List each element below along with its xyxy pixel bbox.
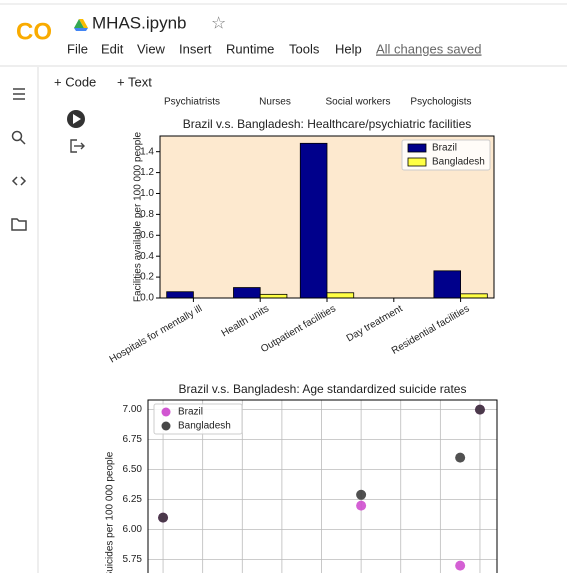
y-tick-label: 0.8 <box>140 209 154 220</box>
legend-marker <box>161 407 171 417</box>
menu-item[interactable]: Edit <box>101 41 124 56</box>
add-code-button[interactable]: + Code <box>54 74 96 89</box>
menu-item[interactable]: Runtime <box>226 41 274 56</box>
legend-swatch <box>407 157 427 167</box>
output-label: Psychiatrists <box>164 97 220 108</box>
point <box>455 452 466 463</box>
point <box>356 489 367 500</box>
menu-item[interactable]: Insert <box>179 41 212 56</box>
menu-item[interactable]: View <box>137 41 166 56</box>
output-label: Social workers <box>325 97 390 108</box>
save-status[interactable]: All changes saved <box>376 41 482 56</box>
legend-swatch <box>407 143 427 153</box>
header-bg <box>0 0 567 97</box>
point <box>455 560 466 571</box>
y-axis-label: Facilities available per 100 000 people <box>133 132 144 303</box>
code-icon[interactable] <box>11 176 27 186</box>
star-icon[interactable]: ☆ <box>211 13 226 32</box>
chart-title: Brazil v.s. Bangladesh: Age standardized… <box>179 382 467 396</box>
run-button[interactable] <box>67 110 85 128</box>
y-tick-label: 6.50 <box>123 464 143 475</box>
y-tick-label: 1.2 <box>140 167 154 178</box>
bar <box>233 287 261 299</box>
bar <box>326 292 355 299</box>
x-tick-label: Day treatment <box>345 303 405 344</box>
menu-item[interactable]: File <box>67 41 88 56</box>
y-tick-label: 5.75 <box>123 554 143 565</box>
y-axis-label: Suicides per 100 000 people <box>105 451 116 573</box>
toc-icon[interactable] <box>13 88 25 100</box>
y-tick-label: 6.75 <box>123 434 143 445</box>
sidebar <box>0 67 38 573</box>
x-tick-label: Health units <box>220 303 271 339</box>
point <box>474 404 485 415</box>
bar <box>433 270 462 299</box>
plot-frame <box>147 399 498 573</box>
y-tick-label: 0.4 <box>140 251 154 262</box>
folder-icon[interactable] <box>11 218 27 231</box>
x-tick-label: Outpatient facilities <box>259 303 338 355</box>
x-tick-label: Hospitals for mentally ill <box>108 303 204 365</box>
legend-label: Brazil <box>432 143 457 154</box>
y-tick-label: 6.25 <box>123 494 143 505</box>
legend-label: Brazil <box>178 407 203 418</box>
menu-item[interactable]: Tools <box>289 41 320 56</box>
legend-label: Bangladesh <box>178 421 231 432</box>
cell-output: Psychiatrists Nurses Social workers Psyc… <box>105 97 498 573</box>
bar <box>299 142 328 299</box>
y-tick-label: 7.00 <box>123 404 143 415</box>
chart-title: Brazil v.s. Bangladesh: Healthcare/psych… <box>183 117 472 131</box>
y-tick-label: 1.0 <box>140 188 154 199</box>
output-label: Nurses <box>259 97 291 108</box>
y-tick-label: 0.2 <box>140 272 154 283</box>
plot-frame <box>159 135 495 299</box>
y-tick-label: 0.0 <box>140 293 154 304</box>
y-tick-label: 1.4 <box>140 146 154 157</box>
point <box>356 500 367 511</box>
legend-label: Bangladesh <box>432 157 485 168</box>
menu-item[interactable]: Help <box>335 41 362 56</box>
output-label: Psychologists <box>410 97 471 108</box>
file-name[interactable]: MHAS.ipynb <box>92 13 186 32</box>
point <box>158 512 169 523</box>
logo[interactable]: CO <box>16 18 52 45</box>
drive-icon <box>74 19 88 31</box>
add-text-button[interactable]: + Text <box>117 74 152 89</box>
legend-box <box>153 403 243 435</box>
y-tick-label: 0.6 <box>140 230 154 241</box>
bar <box>460 293 488 299</box>
y-tick-label: 6.00 <box>123 524 143 535</box>
bar <box>166 291 194 299</box>
legend-marker <box>161 421 171 431</box>
bar <box>259 293 288 299</box>
output-icon[interactable] <box>70 139 85 153</box>
search-icon[interactable] <box>11 130 26 145</box>
